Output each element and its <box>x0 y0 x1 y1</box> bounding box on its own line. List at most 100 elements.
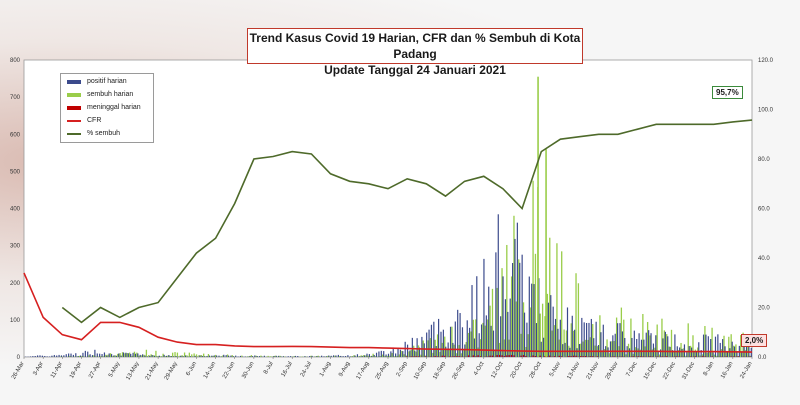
bar-sembuh <box>234 356 236 357</box>
bar-positif <box>118 353 120 357</box>
bar-sembuh <box>150 354 152 357</box>
bar-positif <box>655 335 657 357</box>
bar-positif <box>337 354 339 357</box>
bar-positif <box>714 336 717 357</box>
bar-sembuh <box>444 336 446 357</box>
bar-sembuh <box>623 319 625 357</box>
x-axis-tick: 31-Dec <box>681 361 696 381</box>
bar-positif <box>87 351 89 357</box>
bar-positif <box>619 323 621 357</box>
bar-sembuh <box>405 355 408 357</box>
bar-positif <box>168 355 170 357</box>
x-axis-tick: 29-May <box>164 361 179 381</box>
bar-positif <box>628 348 631 357</box>
bar-positif <box>540 341 542 357</box>
x-axis-tick: 29-Nov <box>605 361 620 381</box>
bar-meninggal <box>675 356 677 357</box>
bar-positif <box>211 355 213 357</box>
bar-sembuh <box>181 355 183 357</box>
bar-positif <box>717 334 719 357</box>
right-axis-tick: 20.0 <box>758 306 770 312</box>
bar-meninggal <box>508 355 510 357</box>
bar-positif <box>576 348 578 357</box>
bar-sembuh <box>362 355 365 357</box>
bar-positif <box>175 356 177 357</box>
bar-positif <box>397 347 399 357</box>
bar-sembuh <box>109 353 112 357</box>
bar-sembuh <box>112 356 114 357</box>
bar-sembuh <box>231 355 233 357</box>
x-axis-tick: 30-Jun <box>241 361 255 380</box>
bar-meninggal <box>513 355 515 357</box>
bar-positif <box>68 353 70 357</box>
bar-sembuh <box>592 324 594 357</box>
bar-meninggal <box>444 355 446 357</box>
bar-sembuh <box>472 319 475 357</box>
bar-positif <box>707 336 709 357</box>
bar-sembuh <box>121 352 124 357</box>
legend-label-meninggal: meninggal harian <box>87 104 141 111</box>
bar-sembuh <box>329 356 331 357</box>
bar-sembuh <box>527 334 529 357</box>
x-axis-tick: 15-Dec <box>643 361 658 381</box>
bar-positif <box>695 351 697 357</box>
bar-positif <box>51 355 53 357</box>
bar-positif <box>37 355 39 357</box>
bar-sembuh <box>176 352 179 357</box>
x-axis-tick: 8-Jul <box>263 361 275 375</box>
bar-positif <box>261 356 263 357</box>
bar-sembuh <box>379 356 381 357</box>
bar-sembuh <box>520 333 522 357</box>
bar-sembuh <box>744 350 747 357</box>
bar-sembuh <box>489 305 491 357</box>
x-axis-tick: 12-Oct <box>490 361 504 380</box>
bar-positif <box>511 262 514 357</box>
bar-sembuh <box>510 276 513 357</box>
x-axis-tick: 28-Oct <box>529 361 543 380</box>
bar-sembuh-spike <box>537 76 539 358</box>
bar-positif <box>416 338 418 357</box>
bar-positif <box>643 339 645 357</box>
bar-positif <box>218 355 220 357</box>
bar-positif <box>263 355 265 357</box>
bar-positif <box>748 339 750 357</box>
bar-sembuh <box>88 355 90 357</box>
bar-sembuh <box>661 318 663 357</box>
bar-positif <box>223 354 225 357</box>
x-axis-tick: 7-Dec <box>626 361 639 378</box>
bar-positif <box>638 333 640 357</box>
bar-sembuh <box>477 347 479 357</box>
bar-sembuh <box>415 351 417 357</box>
bar-meninggal <box>503 356 505 357</box>
bar-meninggal <box>549 355 551 357</box>
bar-sembuh <box>436 334 439 357</box>
bar-sembuh <box>403 354 405 357</box>
bar-sembuh <box>692 335 694 357</box>
bar-sembuh <box>408 351 410 357</box>
bar-positif <box>550 295 552 357</box>
bar-positif <box>702 334 705 357</box>
bar-sembuh <box>713 354 716 357</box>
x-axis-tick: 16-Jul <box>281 361 294 378</box>
bar-positif <box>163 354 165 357</box>
bar-sembuh <box>382 354 384 357</box>
bar-sembuh <box>434 339 436 357</box>
bar-sembuh <box>587 339 589 357</box>
bar-sembuh <box>463 349 465 357</box>
bar-sembuh <box>148 354 150 357</box>
bar-sembuh <box>649 335 651 357</box>
bar-positif <box>480 324 483 357</box>
title-line-1: Trend Kasus Covid 19 Harian, CFR dan % S… <box>249 31 581 61</box>
bar-positif <box>134 353 137 357</box>
bar-sembuh <box>563 329 565 357</box>
bar-sembuh <box>162 353 164 357</box>
bar-sembuh <box>389 355 391 357</box>
bar-sembuh <box>487 319 489 357</box>
bar-positif <box>280 356 282 357</box>
bar-sembuh <box>484 325 486 357</box>
bar-meninggal <box>561 356 563 357</box>
bar-sembuh <box>334 355 336 357</box>
bar-positif <box>712 352 714 357</box>
bar-sembuh <box>534 253 537 357</box>
bar-positif <box>426 332 428 357</box>
